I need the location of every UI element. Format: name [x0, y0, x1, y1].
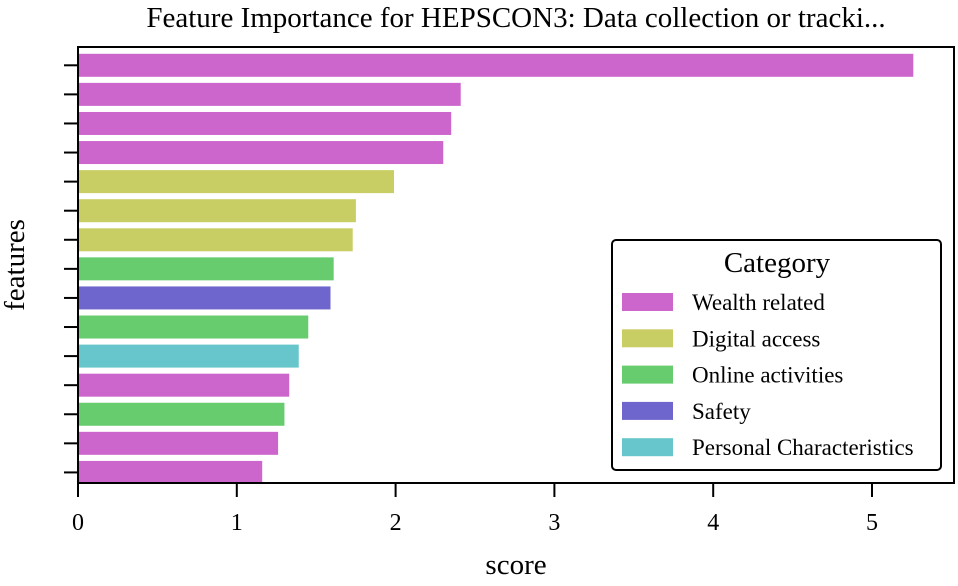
bar — [78, 431, 279, 455]
y-axis-label: features — [0, 219, 31, 311]
legend-label: Digital access — [692, 326, 820, 351]
legend-swatch — [622, 438, 673, 457]
bar — [78, 53, 914, 77]
legend-swatch — [622, 365, 673, 384]
bar — [78, 460, 263, 484]
bar — [78, 199, 356, 223]
legend-label: Wealth related — [692, 290, 825, 315]
legend-label: Safety — [692, 399, 751, 424]
x-tick-label: 2 — [390, 510, 402, 536]
x-tick-label: 5 — [866, 510, 878, 536]
bar — [78, 141, 444, 165]
bar — [78, 286, 331, 310]
bar — [78, 257, 334, 281]
legend-label: Personal Characteristics — [692, 435, 914, 460]
legend-entries: Wealth related Digital access Online activ… — [622, 290, 914, 460]
bar — [78, 170, 395, 194]
bar — [78, 111, 452, 135]
x-tick-label: 4 — [707, 510, 719, 536]
plot-frame — [77, 46, 955, 484]
legend: Category Wealth related Digital access Onl… — [611, 239, 942, 471]
y-tick-group — [64, 64, 78, 474]
bar — [78, 373, 290, 397]
legend-swatch — [622, 401, 673, 420]
legend-title: Category — [724, 247, 831, 279]
bar — [78, 402, 285, 426]
bar-group — [78, 53, 914, 484]
bar — [78, 344, 299, 368]
legend-label: Online activities — [692, 363, 843, 388]
chart-title: Feature Importance for HEPSCON3: Data co… — [146, 2, 885, 34]
bar — [78, 82, 461, 106]
x-tick-label: 3 — [548, 510, 560, 536]
legend-frame — [611, 239, 942, 471]
x-tick-label: 1 — [231, 510, 243, 536]
bar — [78, 315, 309, 339]
bar — [78, 228, 353, 252]
x-axis-label: score — [485, 549, 546, 581]
x-tick-group: 0 1 2 3 4 5 — [72, 483, 878, 536]
legend-swatch — [622, 329, 673, 348]
x-tick-label: 0 — [72, 510, 84, 536]
legend-swatch — [622, 293, 673, 311]
